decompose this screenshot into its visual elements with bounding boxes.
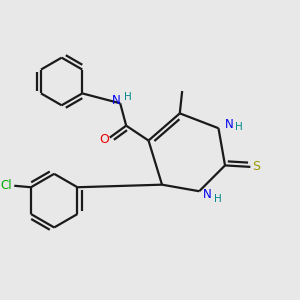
Text: Cl: Cl: [0, 179, 12, 192]
Text: H: H: [214, 194, 222, 204]
Text: S: S: [253, 160, 261, 173]
Text: N: N: [225, 118, 234, 130]
Text: H: H: [235, 122, 243, 132]
Text: N: N: [112, 94, 121, 107]
Text: O: O: [100, 134, 110, 146]
Text: N: N: [203, 188, 212, 201]
Text: H: H: [124, 92, 131, 102]
